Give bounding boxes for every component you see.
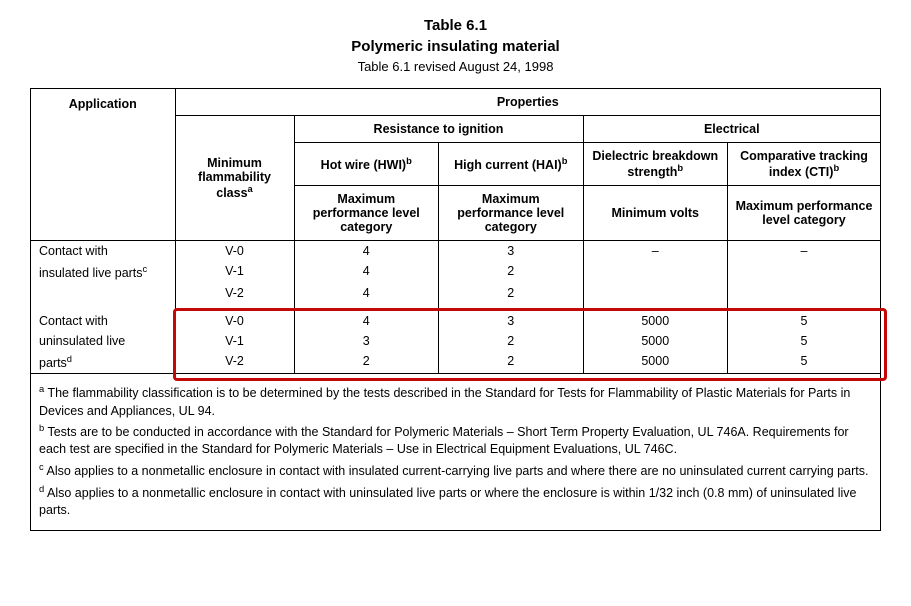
cell-hwi: 4 [294, 311, 439, 331]
cell-diel: 5000 [583, 331, 728, 351]
app1-empty [31, 283, 176, 303]
hdr-resist-ign: Resistance to ignition [294, 116, 583, 143]
footnote-b-text: Tests are to be conducted in accordance … [39, 426, 849, 457]
footnote-c: c Also applies to a nonmetallic enclosur… [39, 461, 872, 480]
hdr-hwi-sub: Maximum performance level category [294, 186, 439, 241]
hdr-min-flamm: Minimum flammability classa [175, 116, 294, 241]
footnote-a: a The flammability classification is to … [39, 383, 872, 419]
app1-line1: Contact with [31, 241, 176, 262]
cell-cti [728, 261, 881, 283]
footnote-c-text: Also applies to a nonmetallic enclosure … [46, 464, 868, 478]
cell-hai: 2 [439, 331, 584, 351]
cell-flamm: V-0 [175, 311, 294, 331]
cell-diel [583, 283, 728, 303]
table-name: Polymeric insulating material [30, 36, 881, 57]
hdr-hai-sub: Maximum performance level category [439, 186, 584, 241]
cell-flamm: V-0 [175, 241, 294, 262]
footnotes-block: a The flammability classification is to … [30, 374, 881, 531]
sup-d: d [67, 354, 72, 364]
table-row: V-2 4 2 [31, 283, 881, 303]
hdr-properties: Properties [175, 89, 881, 116]
app2-line2: uninsulated live [31, 331, 176, 351]
app1-line2-text: insulated live parts [39, 266, 143, 280]
cell-diel: 5000 [583, 351, 728, 374]
cell-hwi: 4 [294, 241, 439, 262]
hdr-dielectric-text: Dielectric breakdown strength [592, 149, 718, 179]
sup-b-4: b [833, 163, 839, 173]
cell-cti: – [728, 241, 881, 262]
table-row: Contact with V-0 4 3 5000 5 [31, 311, 881, 331]
sup-b-1: b [406, 156, 412, 166]
cell-hwi: 2 [294, 351, 439, 374]
sup-b-3: b [677, 163, 683, 173]
hdr-dielectric: Dielectric breakdown strengthb [583, 143, 728, 186]
hdr-application: Application [31, 89, 176, 241]
cell-hai: 2 [439, 261, 584, 283]
app2-line3-text: parts [39, 356, 67, 370]
hdr-cti-text: Comparative tracking index (CTI) [740, 149, 868, 179]
cell-diel [583, 261, 728, 283]
sup-a: a [248, 184, 253, 194]
table-wrapper: Application Properties Minimum flammabil… [30, 88, 881, 374]
hdr-min-flamm-text: Minimum flammability class [198, 156, 271, 200]
footnote-d: d Also applies to a nonmetallic enclosur… [39, 483, 872, 519]
table-row: uninsulated live V-1 3 2 5000 5 [31, 331, 881, 351]
polymeric-table: Application Properties Minimum flammabil… [30, 88, 881, 374]
sup-c: c [143, 264, 148, 274]
cell-diel: – [583, 241, 728, 262]
hdr-hai-text: High current (HAI) [454, 158, 562, 172]
footnote-a-text: The flammability classification is to be… [39, 387, 850, 418]
table-number: Table 6.1 [30, 15, 881, 36]
hdr-hai: High current (HAI)b [439, 143, 584, 186]
hdr-cti: Comparative tracking index (CTI)b [728, 143, 881, 186]
footnote-b: b Tests are to be conducted in accordanc… [39, 422, 872, 458]
cell-hai: 2 [439, 351, 584, 374]
table-revision: Table 6.1 revised August 24, 1998 [30, 59, 881, 74]
cell-hwi: 4 [294, 283, 439, 303]
app1-line2: insulated live partsc [31, 261, 176, 283]
hdr-hwi: Hot wire (HWI)b [294, 143, 439, 186]
cell-cti: 5 [728, 351, 881, 374]
cell-cti [728, 283, 881, 303]
app2-line3: partsd [31, 351, 176, 374]
cell-hai: 3 [439, 311, 584, 331]
hdr-electrical: Electrical [583, 116, 881, 143]
cell-flamm: V-2 [175, 351, 294, 374]
sup-b-2: b [562, 156, 568, 166]
cell-flamm: V-1 [175, 261, 294, 283]
spacer-row [31, 303, 881, 311]
hdr-hwi-text: Hot wire (HWI) [321, 158, 406, 172]
cell-hai: 2 [439, 283, 584, 303]
app2-line1: Contact with [31, 311, 176, 331]
hdr-cti-sub: Maximum performance level category [728, 186, 881, 241]
cell-hwi: 3 [294, 331, 439, 351]
table-row: Contact with V-0 4 3 – – [31, 241, 881, 262]
table-title-block: Table 6.1 Polymeric insulating material … [30, 15, 881, 74]
hdr-diel-sub: Minimum volts [583, 186, 728, 241]
table-row: partsd V-2 2 2 5000 5 [31, 351, 881, 374]
table-row: insulated live partsc V-1 4 2 [31, 261, 881, 283]
cell-cti: 5 [728, 331, 881, 351]
footnote-d-text: Also applies to a nonmetallic enclosure … [39, 486, 856, 517]
cell-flamm: V-2 [175, 283, 294, 303]
cell-cti: 5 [728, 311, 881, 331]
cell-flamm: V-1 [175, 331, 294, 351]
cell-hwi: 4 [294, 261, 439, 283]
cell-diel: 5000 [583, 311, 728, 331]
cell-hai: 3 [439, 241, 584, 262]
